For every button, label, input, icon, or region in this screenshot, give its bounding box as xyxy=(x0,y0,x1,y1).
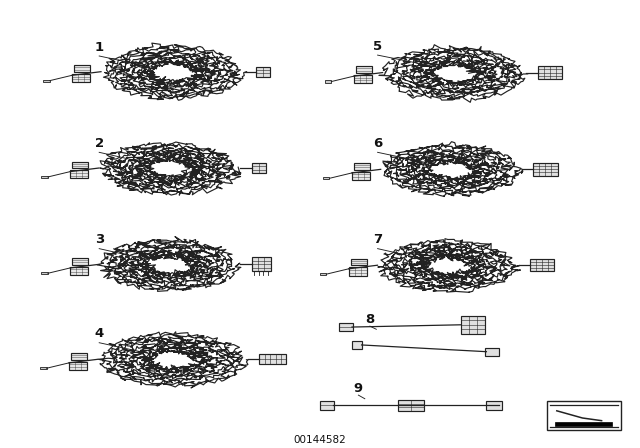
Bar xyxy=(259,354,286,364)
Bar xyxy=(530,259,554,271)
Bar xyxy=(555,422,612,426)
Bar xyxy=(352,341,362,349)
Text: 6: 6 xyxy=(373,137,382,150)
Bar xyxy=(320,401,334,410)
Bar xyxy=(349,267,367,276)
Bar xyxy=(547,401,621,430)
Bar xyxy=(252,257,271,271)
Bar xyxy=(69,362,87,370)
Bar xyxy=(70,170,88,178)
Bar xyxy=(354,163,370,169)
Text: 1: 1 xyxy=(95,41,104,54)
Bar xyxy=(252,163,266,173)
Bar xyxy=(356,66,372,73)
Bar xyxy=(71,353,87,359)
Bar xyxy=(42,272,48,274)
Bar xyxy=(40,367,47,369)
Bar xyxy=(486,401,502,410)
Text: 8: 8 xyxy=(365,313,374,326)
Bar xyxy=(398,400,424,411)
Bar xyxy=(533,163,557,176)
Bar xyxy=(323,177,330,179)
Bar xyxy=(325,80,332,82)
Bar xyxy=(256,67,270,77)
Bar xyxy=(351,259,367,265)
Bar xyxy=(461,316,485,334)
Text: 2: 2 xyxy=(95,137,104,150)
Text: 4: 4 xyxy=(95,327,104,340)
Bar xyxy=(72,258,88,264)
Bar xyxy=(70,267,88,275)
Bar xyxy=(354,75,372,83)
Text: 3: 3 xyxy=(95,233,104,246)
Bar xyxy=(74,65,90,72)
Bar xyxy=(485,348,499,356)
Bar xyxy=(44,79,50,82)
Text: 7: 7 xyxy=(373,233,382,246)
Text: 5: 5 xyxy=(373,40,382,53)
Text: 9: 9 xyxy=(354,382,363,395)
Bar xyxy=(72,161,88,168)
Bar xyxy=(339,323,353,331)
Bar xyxy=(538,66,562,79)
Bar xyxy=(42,176,48,178)
Text: 00144582: 00144582 xyxy=(294,435,346,445)
Bar xyxy=(72,74,90,82)
Bar xyxy=(320,273,326,275)
Bar xyxy=(352,172,370,180)
